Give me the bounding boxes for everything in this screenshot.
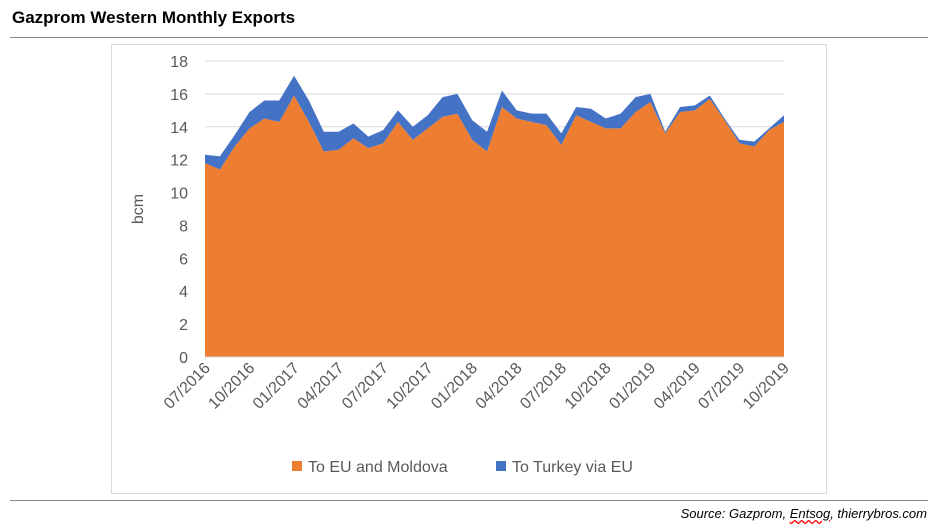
x-tick-label: 07/2016 [161,360,214,413]
source-prefix: Source: Gazprom, [680,506,790,521]
x-tick-label: 04/2019 [651,360,704,413]
y-tick-label: 6 [179,251,188,268]
y-tick-label: 16 [170,87,188,104]
source-entsog: Entsog [789,506,831,521]
y-tick-label: 12 [170,153,188,170]
y-tick-label: 18 [170,54,188,71]
x-tick-label: 01/2019 [606,360,659,413]
chart-frame [111,44,827,494]
page-title: Gazprom Western Monthly Exports [12,8,296,27]
y-tick-label: 10 [170,186,188,203]
source-note: Source: Gazprom, Entsog, thierrybros.com [681,506,927,521]
x-tick-label: 10/2016 [205,360,258,413]
legend-swatch [496,461,506,471]
x-tick-label: 07/2018 [517,360,570,413]
x-tick-label: 07/2017 [339,360,392,413]
area-series-turkey [205,75,784,170]
legend-label: To Turkey via EU [512,459,633,476]
x-tick-label: 04/2017 [295,360,348,413]
x-tick-label: 07/2019 [695,360,748,413]
legend-label: To EU and Moldova [308,459,448,476]
y-tick-label: 8 [179,218,188,235]
y-axis-label: bcm [130,194,147,224]
top-divider [10,37,928,38]
y-tick-label: 14 [170,120,188,137]
x-tick-label: 01/2017 [250,360,303,413]
x-tick-label: 10/2019 [740,360,793,413]
y-tick-label: 2 [179,317,188,334]
x-tick-label: 04/2018 [473,360,526,413]
x-tick-label: 01/2018 [428,360,481,413]
y-tick-label: 4 [179,284,188,301]
x-tick-label: 10/2017 [384,360,437,413]
source-suffix: , thierrybros.com [830,506,927,521]
bottom-divider [10,500,928,501]
y-tick-label: 0 [179,350,188,367]
area-series-eu-moldova [205,95,784,358]
legend-swatch [292,461,302,471]
x-tick-label: 10/2018 [562,360,615,413]
